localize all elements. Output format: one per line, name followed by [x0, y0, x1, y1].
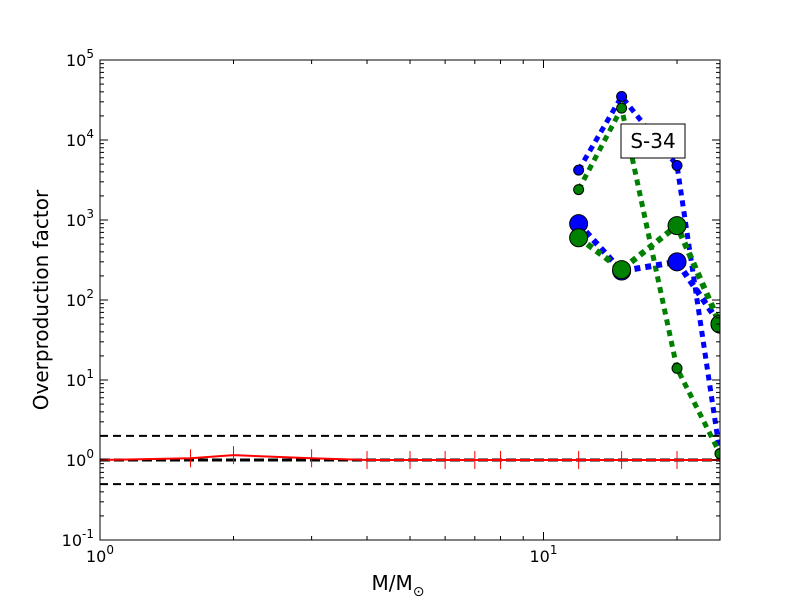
series-layer [100, 90, 720, 469]
annotation-box [620, 123, 686, 159]
series-line-1 [576, 100, 720, 455]
series-line-3 [576, 220, 720, 326]
series-line-2 [576, 221, 720, 326]
y-tick-label-0: 10-1 [62, 527, 94, 550]
series-3-point-2 [667, 216, 687, 236]
series-1-point-1 [616, 102, 628, 114]
series-1-point-3 [714, 448, 720, 460]
y-tick-label-4: 103 [66, 207, 94, 230]
series-3-point-3 [710, 314, 720, 334]
y-tick-label-5: 104 [66, 127, 94, 150]
y-tick-label-1: 100 [66, 447, 94, 470]
x-tick-label-1: 101 [530, 543, 558, 566]
series-2-point-2 [667, 252, 687, 272]
y-tick-label-6: 105 [66, 47, 94, 70]
series-0-point-2 [671, 160, 683, 172]
y-tick-label-3: 102 [66, 287, 94, 310]
annotation-label: S-34 [630, 129, 675, 153]
y-tick-label-2: 101 [66, 367, 94, 390]
series-0-point-1 [616, 90, 628, 102]
annotation-layer: S-34 [620, 123, 686, 159]
series-3-point-0 [569, 228, 589, 248]
y-axis-label: Overproduction factor [29, 189, 53, 410]
series-line-0 [576, 92, 720, 455]
series-1-point-2 [671, 362, 683, 374]
series-0-point-0 [573, 164, 585, 176]
x-axis-label: M/M⊙ [372, 571, 425, 600]
x-tick-label-0: 100 [86, 543, 114, 566]
series-3-point-1 [612, 260, 632, 280]
series-1-point-0 [573, 184, 585, 196]
